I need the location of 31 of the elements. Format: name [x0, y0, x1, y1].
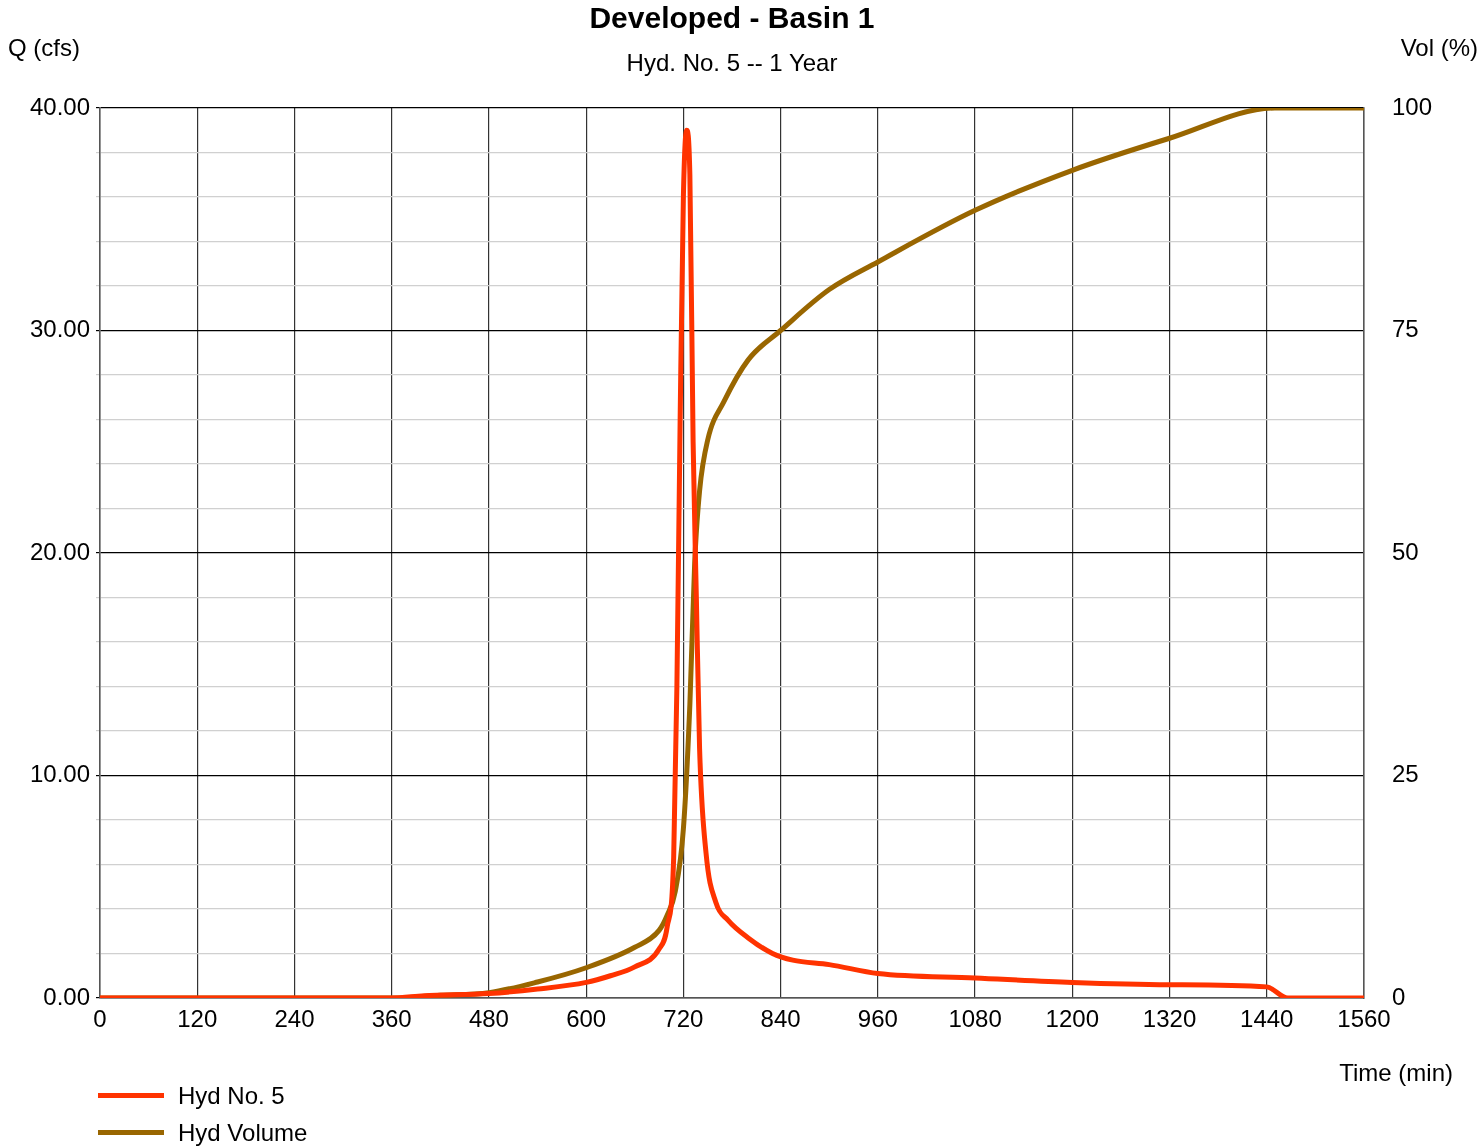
x-tick-label: 960: [857, 1005, 898, 1033]
x-tick-label: 1440: [1240, 1005, 1294, 1033]
x-tick-label: 600: [566, 1005, 607, 1033]
x-tick-label: 1560: [1337, 1005, 1391, 1033]
x-tick-label: 720: [663, 1005, 704, 1033]
y-tick-label: 40.00: [29, 92, 90, 120]
y2-tick-label: 100: [1392, 92, 1433, 120]
x-tick-label: 360: [371, 1005, 412, 1033]
y-tick-label: 30.00: [29, 315, 90, 343]
y-tick-label: 10.00: [29, 760, 90, 788]
x-tick-label: 240: [274, 1005, 315, 1033]
x-tick-label: 120: [177, 1005, 218, 1033]
x-axis-title: Time (min): [1339, 1058, 1453, 1086]
y-axis-title: Q (cfs): [8, 33, 80, 61]
y2-tick-label: 50: [1392, 537, 1419, 565]
x-tick-label: 1200: [1045, 1005, 1099, 1033]
chart-title: Developed - Basin 1: [589, 1, 875, 35]
legend-label: Hyd Volume: [178, 1118, 308, 1147]
y2-axis-title: Vol (%): [1400, 33, 1478, 61]
y-tick-label: 20.00: [29, 537, 90, 565]
x-tick-label: 840: [760, 1005, 801, 1033]
legend-label: Hyd No. 5: [178, 1081, 285, 1110]
chart-subtitle: Hyd. No. 5 -- 1 Year: [626, 48, 838, 76]
x-tick-label: 1080: [948, 1005, 1002, 1033]
x-tick-label: 1320: [1142, 1005, 1197, 1033]
y2-tick-label: 25: [1392, 760, 1419, 788]
y-tick-label: 0.00: [43, 982, 90, 1010]
x-tick-label: 480: [468, 1005, 509, 1033]
y2-tick-label: 75: [1392, 315, 1419, 343]
y2-tick-label: 0: [1392, 982, 1406, 1010]
x-tick-label: 0: [93, 1005, 107, 1033]
